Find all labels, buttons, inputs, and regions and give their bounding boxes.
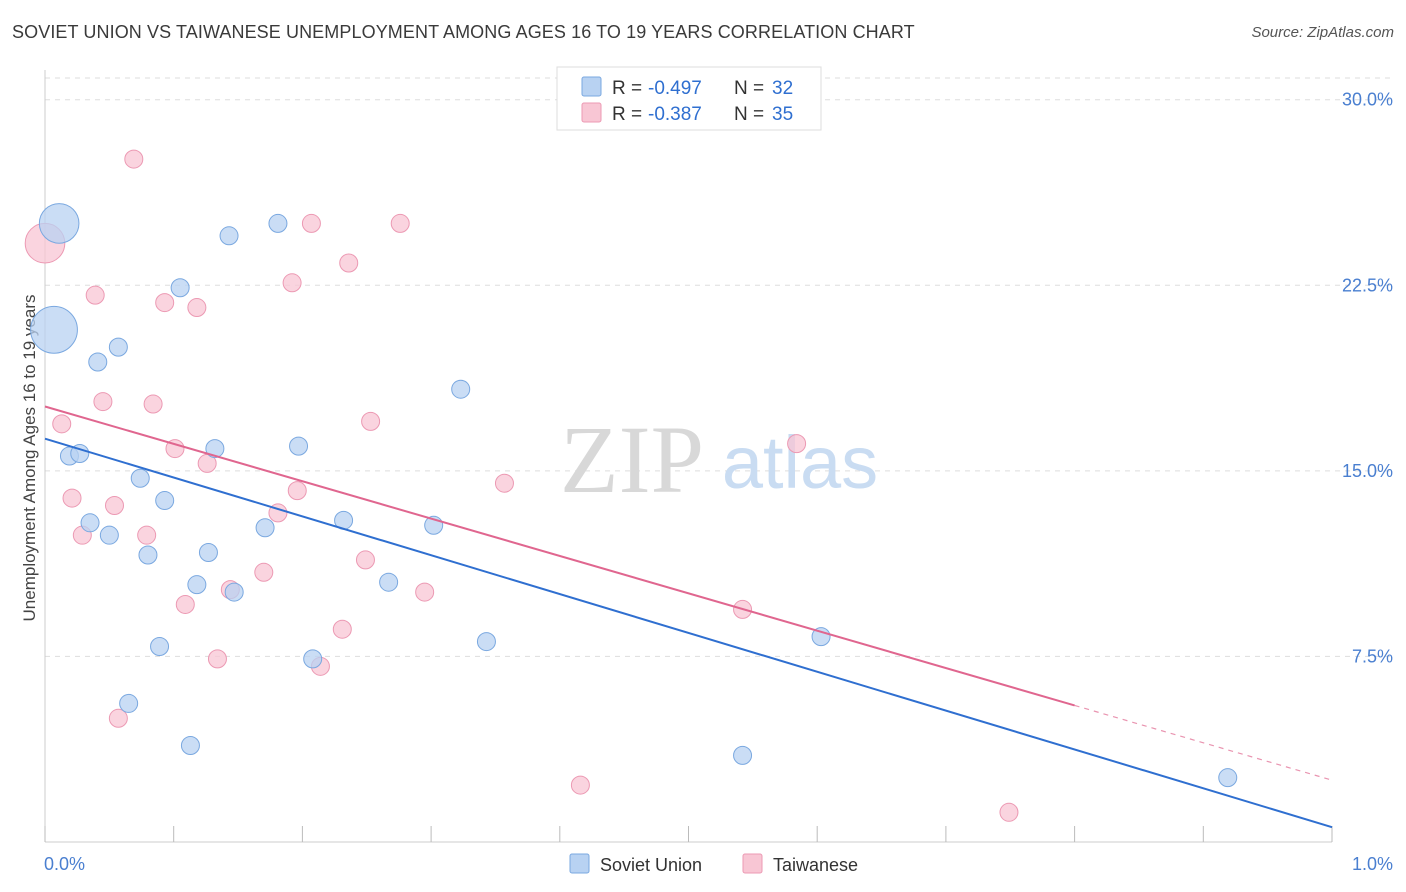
legend-r-label-taiwan: R = [612, 104, 642, 125]
soviet-point-31 [1218, 768, 1238, 788]
taiwan-point-29 [332, 619, 352, 639]
soviet-point-16 [255, 518, 275, 538]
legend-n-label-taiwan: N = [734, 104, 764, 125]
trendline-1-dashed [1074, 704, 1333, 781]
soviet-point-20 [198, 543, 218, 562]
soviet-point-5 [108, 337, 128, 357]
taiwan-point-7 [155, 293, 175, 313]
taiwan-point-19 [104, 495, 124, 515]
taiwan-point-11 [52, 414, 72, 434]
taiwan-point-22 [137, 525, 157, 545]
legend-swatch-soviet-union [569, 853, 590, 874]
y-tick-label-1: 15.0% [1342, 461, 1393, 481]
taiwan-point-27 [175, 594, 195, 614]
taiwan-point-30 [207, 649, 227, 669]
taiwan-point-5 [282, 273, 302, 293]
soviet-point-6 [88, 352, 108, 372]
taiwan-point-16 [494, 473, 514, 493]
soviet-point-15 [99, 525, 119, 545]
taiwan-point-10 [143, 394, 163, 414]
soviet-point-30 [733, 745, 753, 765]
legend-label-taiwanese: Taiwanese [773, 855, 858, 875]
soviet-point-29 [180, 736, 200, 755]
taiwan-point-13 [787, 434, 807, 454]
taiwan-point-24 [254, 562, 274, 582]
taiwan-point-4 [339, 253, 359, 273]
taiwan-point-26 [415, 582, 435, 602]
y-tick-label-0: 7.5% [1352, 646, 1393, 666]
soviet-union-points [30, 203, 1238, 788]
taiwan-point-17 [287, 481, 307, 501]
y-tick-label-3: 30.0% [1342, 90, 1393, 110]
taiwan-point-34 [999, 802, 1019, 822]
gridlines [45, 77, 1392, 657]
taiwan-point-32 [108, 708, 128, 728]
soviet-point-9 [70, 444, 90, 464]
x-tick-label-1: 1.0% [1352, 854, 1393, 874]
soviet-point-23 [379, 572, 399, 592]
legend-r-value-taiwan: -0.387 [648, 104, 702, 125]
taiwan-point-23 [355, 550, 375, 570]
legend-swatch-taiwan [581, 102, 602, 123]
source-label: Source: ZipAtlas.com [1251, 24, 1394, 41]
trend-lines [44, 405, 1333, 829]
taiwan-point-3 [390, 213, 410, 233]
legend-swatch-taiwanese [742, 853, 763, 874]
soviet-point-22 [224, 582, 244, 602]
trendline-0 [44, 437, 1333, 829]
legend-swatch-soviet [581, 76, 602, 97]
watermark-atlas: atlas [722, 421, 878, 504]
soviet-point-14 [80, 513, 100, 533]
y-tick-labels: 7.5% 15.0% 22.5% 30.0% [1342, 90, 1393, 667]
trendline-1-solid [44, 405, 1075, 707]
taiwan-point-14 [165, 439, 185, 459]
soviet-point-7 [451, 379, 471, 399]
taiwan-point-33 [570, 775, 590, 795]
legend-r-label-soviet: R = [612, 78, 642, 99]
watermark-zip: ZIP [560, 406, 704, 513]
series-legend: Soviet Union Taiwanese [569, 853, 858, 875]
soviet-point-11 [289, 436, 309, 456]
legend-n-label-soviet: N = [734, 78, 764, 99]
taiwan-point-1 [124, 149, 144, 169]
soviet-point-21 [187, 575, 207, 595]
soviet-point-10 [205, 439, 225, 459]
soviet-point-26 [476, 632, 496, 652]
soviet-point-24 [150, 637, 170, 657]
soviet-point-4 [170, 278, 190, 298]
stats-legend: R = -0.497 N = 32 R = -0.387 N = 35 [556, 66, 822, 131]
legend-n-value-taiwan: 35 [772, 104, 793, 125]
taiwan-point-9 [93, 392, 113, 412]
soviet-point-28 [119, 693, 139, 713]
taiwanese-points [24, 149, 1019, 822]
taiwan-point-8 [187, 298, 207, 318]
chart-title: SOVIET UNION VS TAIWANESE UNEMPLOYMENT A… [12, 22, 915, 42]
soviet-point-3 [268, 213, 288, 233]
legend-label-soviet-union: Soviet Union [600, 855, 702, 875]
soviet-point-2 [219, 226, 239, 246]
soviet-point-12 [130, 468, 150, 488]
soviet-point-13 [155, 491, 175, 511]
x-tick-labels: 0.0% 1.0% [44, 854, 1393, 874]
y-tick-label-2: 22.5% [1342, 275, 1393, 295]
soviet-point-25 [303, 649, 323, 669]
taiwan-point-6 [85, 285, 105, 305]
soviet-point-0 [38, 203, 80, 244]
x-tick-label-0: 0.0% [44, 854, 85, 874]
soviet-point-1 [30, 305, 78, 354]
soviet-point-19 [138, 545, 158, 565]
taiwan-point-18 [62, 488, 82, 508]
taiwan-point-12 [361, 411, 381, 431]
axes [44, 70, 1333, 843]
taiwan-point-2 [301, 213, 321, 233]
legend-n-value-soviet: 32 [772, 78, 793, 99]
legend-r-value-soviet: -0.497 [648, 78, 702, 99]
